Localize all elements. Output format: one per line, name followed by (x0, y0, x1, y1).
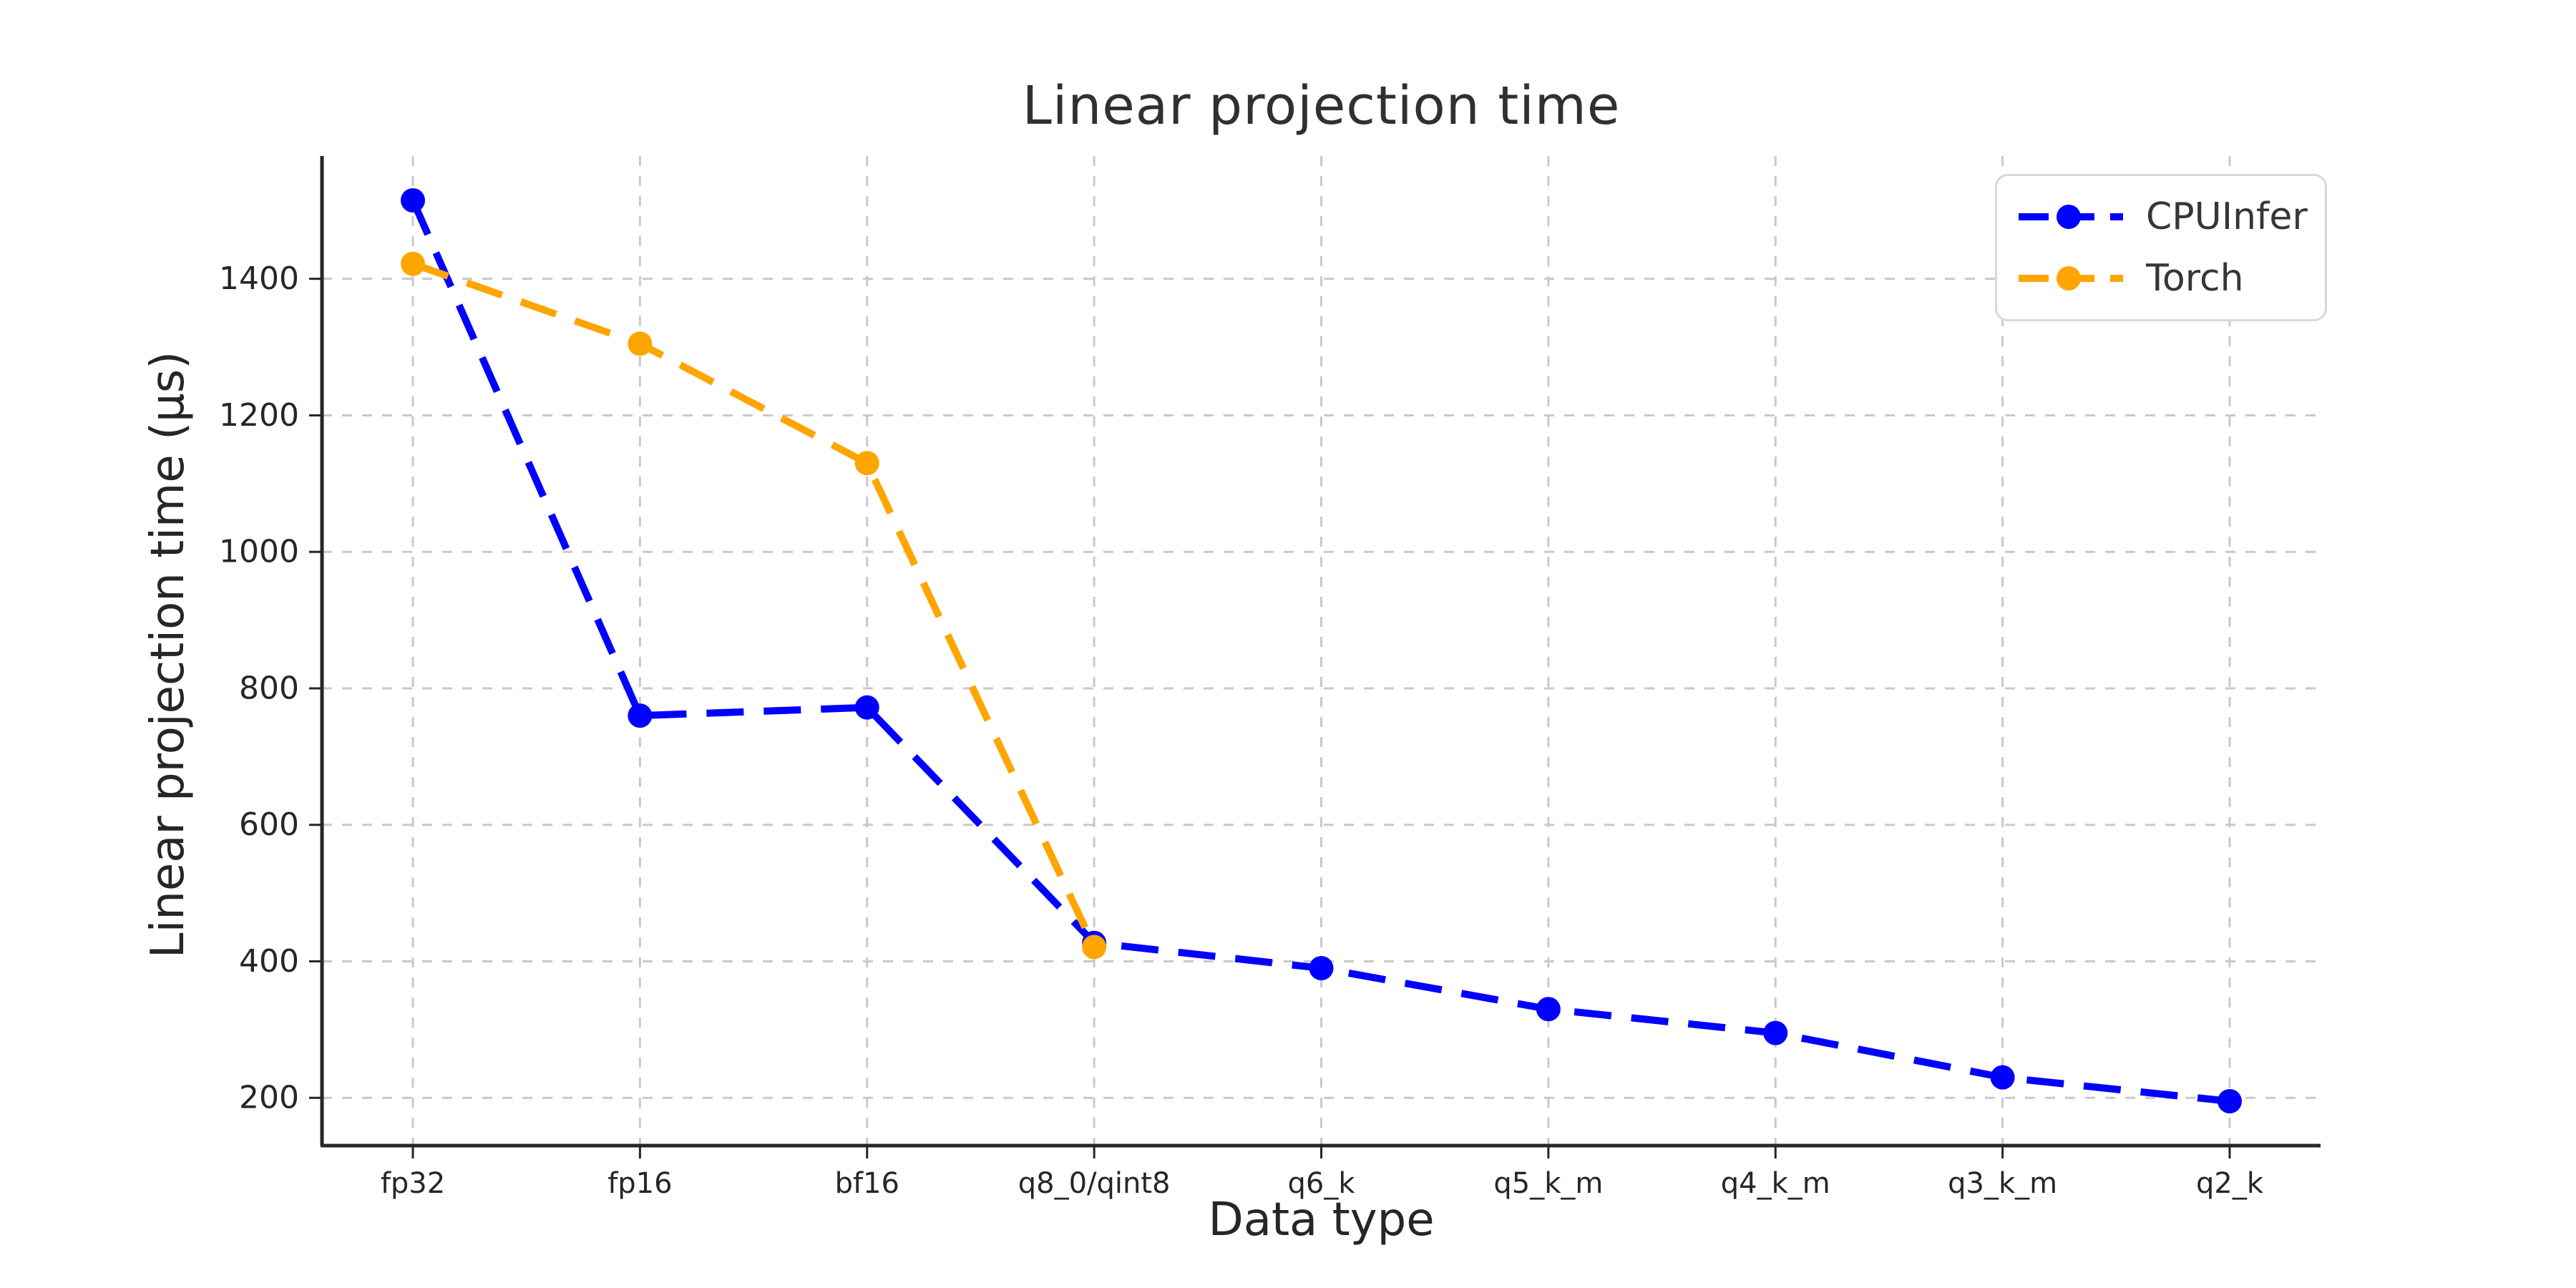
data-point-cpuinfer (854, 695, 879, 720)
data-point-torch (1082, 935, 1107, 960)
cpuinfer-line-sample-icon (2019, 205, 2123, 229)
data-point-torch (628, 331, 653, 356)
legend-label-cpuinfer: CPUInfer (2146, 195, 2308, 238)
x-tick-label: fp16 (608, 1167, 672, 1200)
x-tick-label: q8_0/qint8 (1018, 1167, 1171, 1200)
legend-row-torch: Torch (2017, 257, 2325, 300)
y-tick-label: 1000 (219, 534, 299, 570)
data-point-torch (854, 451, 879, 476)
y-tick-label: 400 (239, 943, 299, 980)
x-axis-label: Data type (1208, 1194, 1435, 1246)
legend-row-cpuinfer: CPUInfer (2017, 195, 2325, 238)
x-tick-label: q5_k_m (1493, 1167, 1603, 1200)
x-tick-label: q2_k (2196, 1167, 2264, 1200)
y-axis-label: Linear projection time (µs) (142, 351, 195, 959)
data-point-cpuinfer (2218, 1089, 2242, 1114)
data-point-cpuinfer (1536, 997, 1561, 1022)
legend-label-torch: Torch (2146, 257, 2244, 300)
y-tick-label: 1400 (219, 260, 299, 297)
data-point-cpuinfer (1763, 1020, 1788, 1045)
y-tick-label: 600 (239, 806, 299, 843)
data-point-cpuinfer (1309, 956, 1334, 981)
x-tick-label: q3_k_m (1948, 1167, 2057, 1200)
y-tick-label: 200 (239, 1080, 299, 1116)
x-tick-label: q6_k (1287, 1167, 1355, 1200)
data-point-cpuinfer (1990, 1065, 2015, 1090)
y-tick-label: 1200 (219, 397, 299, 434)
x-tick-label: fp32 (381, 1167, 445, 1200)
x-tick-label: bf16 (835, 1167, 899, 1200)
x-tick-label: q4_k_m (1721, 1167, 1830, 1200)
chart-title: Linear projection time (1022, 75, 1621, 137)
legend: CPUInfer Torch (1995, 174, 2327, 321)
data-point-cpuinfer (401, 187, 425, 213)
data-point-torch (401, 251, 425, 276)
y-tick-label: 800 (239, 670, 299, 706)
torch-line-sample-icon (2019, 266, 2123, 291)
data-point-cpuinfer (628, 703, 653, 728)
series-line-torch (411, 260, 1098, 949)
